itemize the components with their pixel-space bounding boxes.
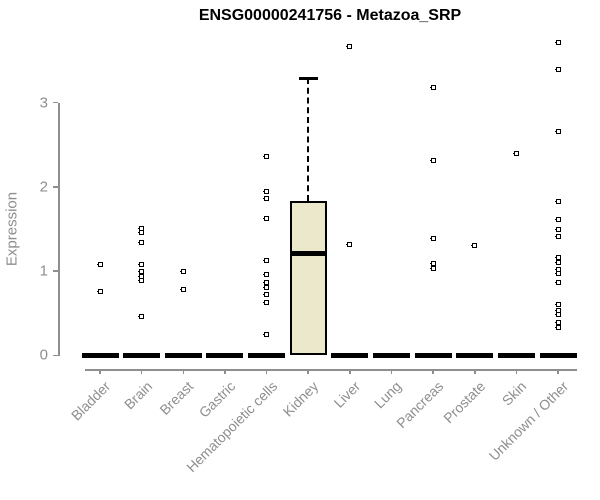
data-point xyxy=(346,241,353,247)
data-point xyxy=(263,299,270,305)
data-point xyxy=(429,266,436,272)
data-point xyxy=(263,292,270,298)
data-point xyxy=(554,271,561,277)
data-point xyxy=(554,226,561,232)
data-point xyxy=(429,235,436,241)
median-bar xyxy=(331,352,369,358)
data-point xyxy=(554,312,561,318)
data-point xyxy=(554,260,561,266)
x-axis-tick xyxy=(307,369,309,375)
y-axis-tick-label: 2 xyxy=(39,178,48,196)
data-point xyxy=(263,215,270,221)
box xyxy=(289,201,327,356)
data-point xyxy=(263,331,270,337)
data-point xyxy=(138,277,145,283)
upper-whisker xyxy=(307,78,310,202)
x-axis-tick xyxy=(474,369,476,375)
median-bar xyxy=(81,352,119,358)
data-point xyxy=(554,198,561,204)
median-bar xyxy=(123,352,161,358)
data-point xyxy=(554,40,561,46)
median-bar xyxy=(456,352,494,358)
y-axis-tick-label: 0 xyxy=(39,346,48,364)
data-point xyxy=(429,85,436,91)
median-bar xyxy=(414,352,452,358)
y-axis-tick-label: 1 xyxy=(39,262,48,280)
upper-whisker-cap xyxy=(298,76,318,80)
x-axis-tick xyxy=(265,369,268,375)
median-bar xyxy=(206,352,244,358)
box-median-line xyxy=(291,250,325,256)
median-bar xyxy=(372,352,410,358)
data-point xyxy=(263,271,270,277)
x-axis-tick xyxy=(390,369,393,375)
x-axis-tick xyxy=(432,369,434,375)
y-axis-tick xyxy=(53,270,58,272)
data-point xyxy=(138,314,145,320)
data-point xyxy=(554,67,561,73)
data-point xyxy=(138,261,145,267)
data-point xyxy=(179,268,186,274)
y-axis-tick xyxy=(53,101,58,104)
data-point xyxy=(263,285,270,291)
data-point xyxy=(429,261,436,267)
data-point xyxy=(471,243,478,249)
median-bar xyxy=(164,352,202,358)
data-point xyxy=(429,158,436,164)
y-axis-label: Expression xyxy=(3,191,21,267)
data-point xyxy=(554,217,561,223)
y-axis-tick xyxy=(53,186,58,188)
data-point xyxy=(138,239,145,245)
data-point xyxy=(263,154,270,160)
data-point xyxy=(96,261,103,267)
x-axis-tick xyxy=(224,369,226,375)
data-point xyxy=(554,128,561,134)
chart-title: ENSG00000241756 - Metazoa_SRP xyxy=(198,7,462,24)
x-axis-tick xyxy=(349,369,351,375)
data-point xyxy=(554,325,561,330)
x-axis-line xyxy=(85,369,578,371)
x-axis-tick xyxy=(515,369,518,375)
data-point xyxy=(138,229,145,235)
median-bar xyxy=(497,352,535,358)
data-point xyxy=(554,255,561,261)
y-axis-tick-label: 3 xyxy=(39,94,48,112)
x-axis-tick xyxy=(99,369,101,375)
median-bar xyxy=(539,352,577,358)
data-point xyxy=(263,280,270,286)
data-point xyxy=(554,279,561,285)
data-point xyxy=(263,257,270,263)
data-point xyxy=(346,43,353,49)
data-point xyxy=(96,288,103,294)
data-point xyxy=(263,196,270,202)
x-axis-tick xyxy=(140,369,143,375)
x-axis-tick xyxy=(182,369,185,375)
y-axis-line xyxy=(58,102,60,357)
data-point xyxy=(554,234,561,240)
data-point xyxy=(512,150,519,156)
data-point xyxy=(263,189,270,195)
data-point xyxy=(554,302,561,308)
y-axis-tick xyxy=(53,354,58,357)
median-bar xyxy=(248,352,286,358)
x-axis-tick xyxy=(557,369,559,375)
data-point xyxy=(554,319,561,325)
data-point xyxy=(179,287,186,293)
